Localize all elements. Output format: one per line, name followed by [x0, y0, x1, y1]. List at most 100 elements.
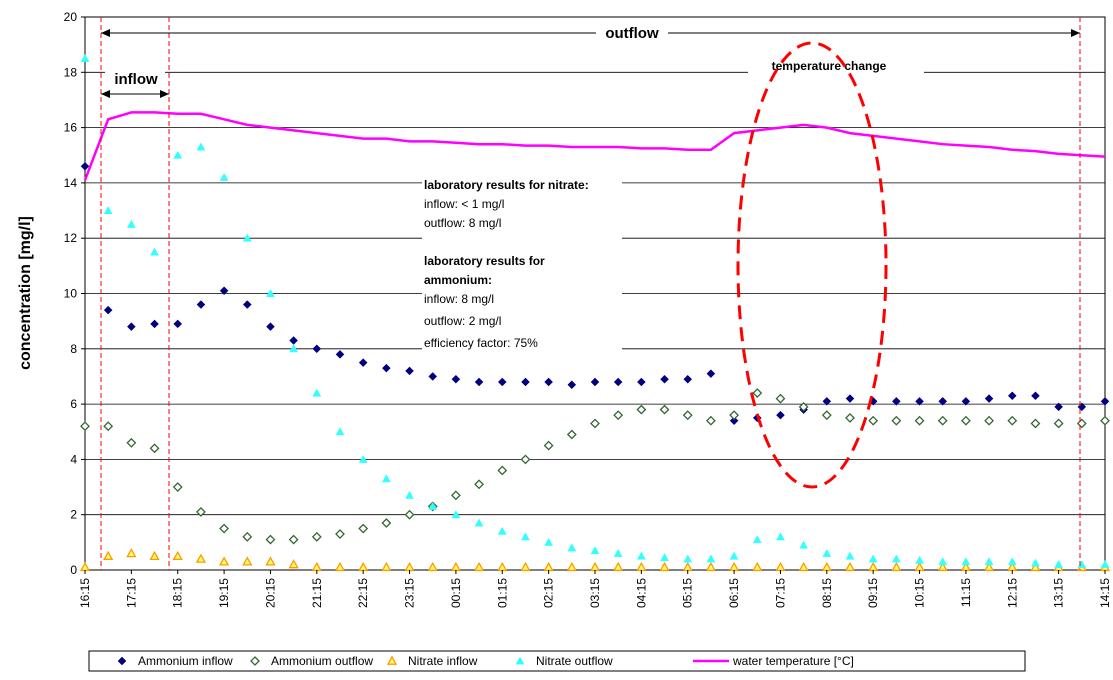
- series: [83, 111, 1106, 181]
- marker: [334, 561, 346, 572]
- series: [80, 161, 1110, 426]
- marker: [1030, 561, 1041, 572]
- marker: [937, 561, 948, 572]
- marker: [358, 454, 368, 463]
- x-tick-label: 17:15: [124, 578, 138, 608]
- marker: [683, 374, 693, 384]
- x-axis: 16:15 17:15 18:15 19:15 20:15 21:15 22:15 23:15…: [78, 570, 1112, 608]
- marker: [172, 550, 183, 561]
- marker: [892, 396, 901, 406]
- marker: [845, 551, 855, 560]
- marker: [868, 554, 878, 563]
- marker: [381, 561, 392, 572]
- x-tick-label: 06:15: [727, 578, 741, 608]
- marker: [1007, 415, 1018, 426]
- marker: [937, 415, 948, 426]
- marker: [706, 369, 716, 379]
- marker: [984, 394, 994, 403]
- x-tick-label: 09:15: [866, 578, 880, 608]
- marker: [242, 300, 252, 309]
- y-tick-label: 2: [70, 508, 77, 522]
- marker: [405, 490, 414, 499]
- marker: [103, 206, 113, 214]
- marker: [775, 393, 786, 404]
- marker: [103, 550, 114, 561]
- legend-label: Nitrate outflow: [536, 654, 613, 668]
- annotation: temperature change: [772, 59, 887, 73]
- marker: [1007, 391, 1017, 401]
- marker: [659, 561, 670, 572]
- marker: [914, 415, 925, 426]
- marker: [636, 561, 647, 572]
- marker: [358, 561, 369, 572]
- marker: [1100, 559, 1110, 568]
- marker: [381, 518, 392, 528]
- marker: [450, 490, 461, 501]
- marker: [984, 557, 994, 566]
- x-tick-label: 03:15: [588, 578, 602, 608]
- marker: [474, 518, 484, 527]
- marker: [1053, 418, 1064, 429]
- marker: [845, 394, 855, 403]
- marker: [1030, 418, 1041, 429]
- marker: [451, 510, 461, 519]
- marker: [891, 415, 902, 426]
- marker: [984, 415, 995, 426]
- marker: [683, 554, 693, 563]
- marker: [544, 537, 554, 546]
- marker: [497, 526, 507, 535]
- marker: [613, 561, 624, 572]
- marker: [520, 561, 531, 572]
- marker: [265, 534, 276, 545]
- marker: [1031, 558, 1040, 567]
- marker: [149, 550, 160, 561]
- marker: [1100, 415, 1110, 426]
- y-tick-label: 14: [64, 176, 78, 190]
- marker: [590, 546, 600, 555]
- marker: [705, 561, 717, 572]
- lab-notes: laboratory results for nitrate: inflow: …: [424, 178, 589, 350]
- marker: [288, 559, 299, 569]
- x-tick-label: 04:15: [634, 578, 648, 608]
- marker: [938, 396, 948, 406]
- marker: [521, 377, 530, 387]
- y-tick-label: 18: [64, 65, 78, 79]
- x-tick-label: 11:15: [959, 578, 973, 607]
- x-tick-label: 22:15: [356, 578, 370, 608]
- marker: [1054, 402, 1063, 412]
- marker: [729, 416, 739, 426]
- marker: [844, 561, 856, 572]
- marker: [404, 561, 415, 572]
- y-axis-label: concentration [mg/l]: [17, 216, 34, 370]
- marker: [265, 556, 276, 566]
- marker: [242, 531, 253, 542]
- marker: [103, 421, 114, 432]
- legend-label: Nitrate inflow: [408, 654, 478, 668]
- marker: [149, 443, 160, 454]
- marker: [266, 288, 275, 297]
- temperature-line: [83, 111, 1106, 181]
- marker: [405, 366, 414, 376]
- marker: [613, 377, 623, 387]
- marker: [543, 561, 554, 572]
- marker: [288, 534, 299, 545]
- marker: [79, 561, 91, 572]
- marker: [891, 554, 901, 563]
- marker: [660, 553, 669, 562]
- marker: [868, 561, 879, 572]
- marker: [915, 396, 924, 406]
- y-tick-label: 10: [64, 287, 78, 301]
- marker: [497, 465, 508, 476]
- marker: [195, 507, 206, 517]
- marker: [80, 161, 90, 171]
- note-background: [422, 174, 622, 356]
- marker: [103, 305, 113, 315]
- marker: [799, 540, 809, 549]
- marker: [752, 388, 763, 398]
- x-tick-label: 08:15: [820, 578, 834, 608]
- x-tick-label: 07:15: [773, 578, 787, 608]
- marker: [312, 344, 322, 354]
- marker: [311, 561, 322, 572]
- marker: [150, 319, 159, 329]
- note: inflow: 8 mg/l: [424, 292, 494, 306]
